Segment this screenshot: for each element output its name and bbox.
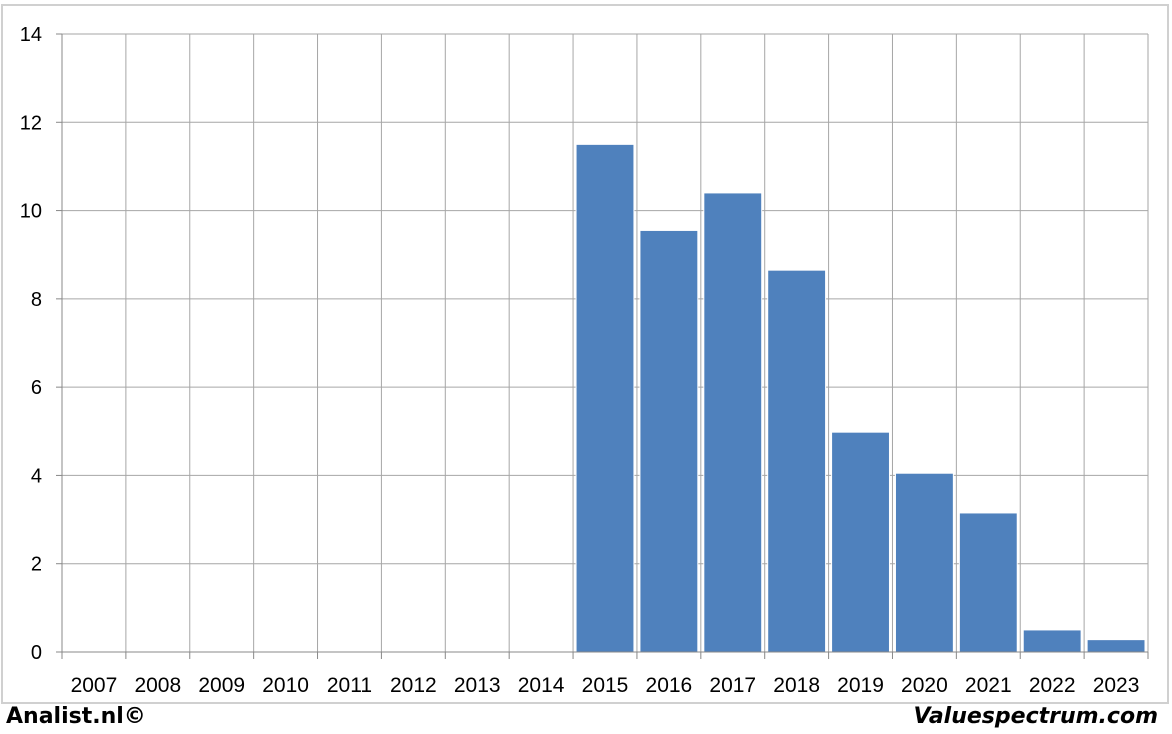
x-tick-label: 2018 (773, 674, 820, 697)
y-tick-label: 0 (31, 642, 42, 664)
x-tick-label: 2017 (709, 674, 756, 697)
y-tick-label: 12 (20, 112, 42, 134)
x-tick-label: 2022 (1029, 674, 1076, 697)
x-tick-label: 2023 (1093, 674, 1140, 697)
y-tick-labels: 0 2 4 6 8 10 12 14 (20, 24, 42, 664)
bar-2016 (639, 229, 699, 653)
bar-2022 (1022, 629, 1082, 653)
x-tick-label: 2010 (262, 674, 309, 697)
x-tick-labels: 2007 2008 2009 2010 2011 2012 2013 2014 2015 2016… (71, 674, 1140, 697)
y-tick-label: 6 (31, 377, 42, 399)
x-tick-label: 2008 (134, 674, 181, 697)
x-tick-label: 2019 (837, 674, 884, 697)
bars (575, 143, 1146, 653)
x-tick-label: 2021 (965, 674, 1012, 697)
y-tick-label: 14 (20, 24, 42, 46)
x-tick-label: 2013 (454, 674, 501, 697)
y-tick-label: 10 (20, 201, 42, 223)
bar-2018 (767, 269, 827, 653)
bar-2020 (894, 472, 954, 653)
x-tick-label: 2007 (71, 674, 118, 697)
axes (56, 33, 1149, 659)
x-tick-label: 2015 (582, 674, 629, 697)
bar-2021 (958, 512, 1018, 653)
x-tick-label: 2014 (518, 674, 565, 697)
footer-analist-credit: Analist.nl© (6, 704, 146, 729)
bar-2015 (575, 143, 635, 653)
y-tick-label: 2 (31, 554, 42, 576)
bar-2023 (1086, 639, 1146, 653)
y-tick-label: 4 (31, 465, 42, 487)
x-tick-label: 2011 (327, 674, 372, 697)
bar-2017 (703, 192, 763, 653)
footer-valuespectrum-credit: Valuespectrum.com (913, 704, 1158, 729)
x-tick-label: 2012 (390, 674, 437, 697)
x-tick-label: 2016 (646, 674, 693, 697)
bar-2019 (831, 431, 890, 653)
y-tick-label: 8 (31, 289, 42, 311)
x-tick-label: 2009 (198, 674, 245, 697)
x-tick-label: 2020 (901, 674, 948, 697)
